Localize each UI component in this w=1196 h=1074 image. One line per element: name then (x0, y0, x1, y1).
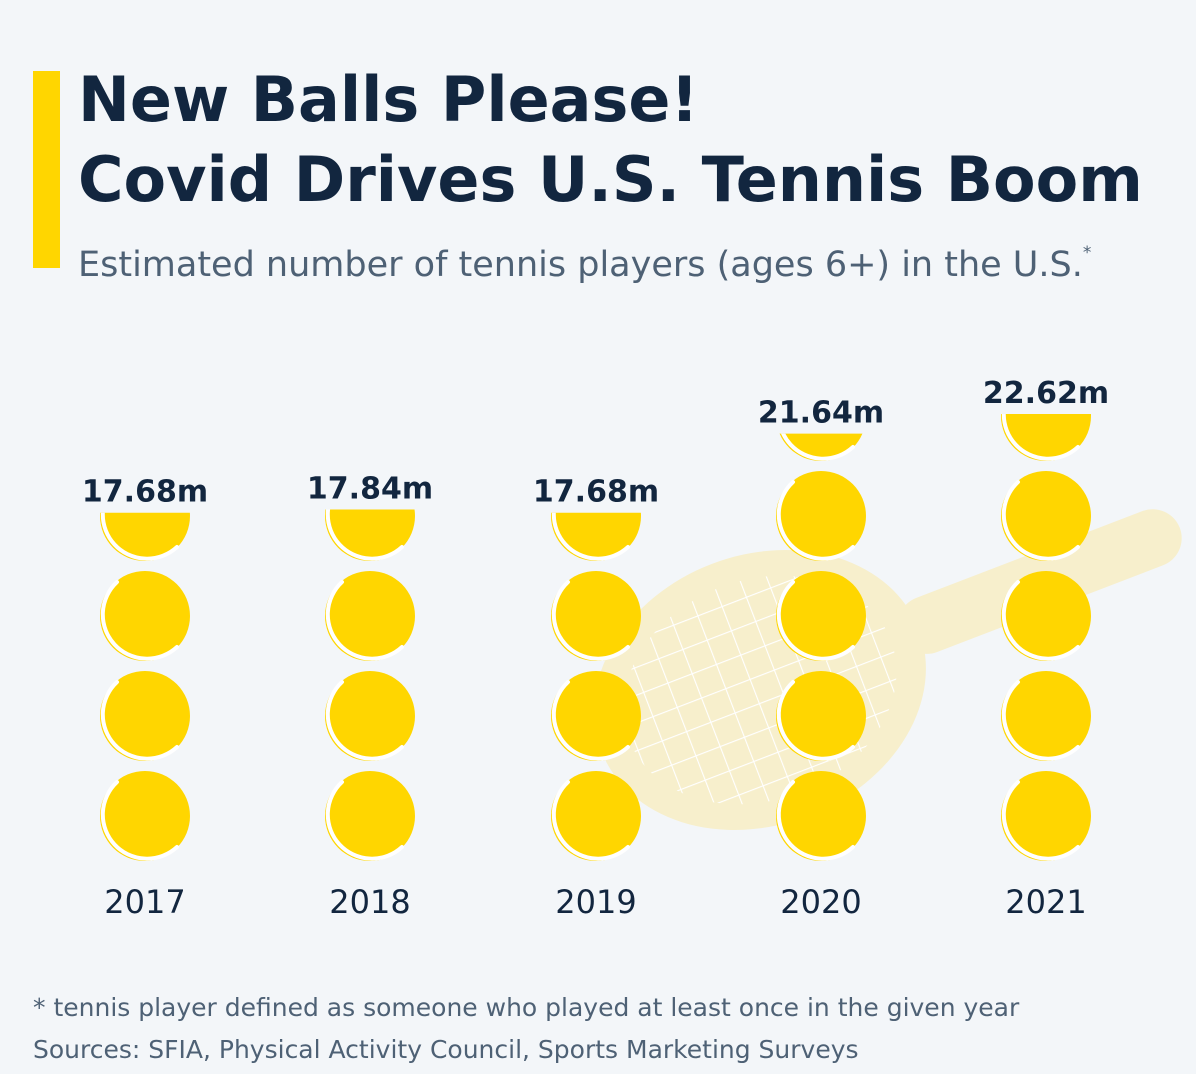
category-label: 2021 (1005, 883, 1086, 921)
tennis-ball-icon (1001, 671, 1091, 761)
tennis-ball-icon (551, 771, 641, 861)
tennis-ball-icon (551, 671, 641, 761)
category-label: 2017 (104, 883, 185, 921)
accent-bar (33, 71, 60, 268)
ball-column (325, 509, 415, 861)
tennis-ball-icon (776, 671, 866, 761)
ball-column (1001, 414, 1091, 861)
value-label: 22.62m (983, 376, 1109, 411)
tennis-ball-icon (100, 512, 190, 561)
tennis-ball-icon (325, 771, 415, 861)
category-label: 2019 (555, 883, 636, 921)
value-label: 17.68m (82, 475, 208, 510)
chart-title: New Balls Please! Covid Drives U.S. Tenn… (78, 60, 1143, 220)
title-line-2: Covid Drives U.S. Tennis Boom (78, 143, 1143, 216)
tennis-ball-icon (1001, 571, 1091, 661)
value-label: 17.84m (307, 472, 433, 507)
tennis-ball-icon (325, 571, 415, 661)
tennis-ball-icon (1001, 471, 1091, 561)
tennis-ball-icon (1001, 771, 1091, 861)
chart-subtitle: Estimated number of tennis players (ages… (78, 228, 1091, 290)
value-label: 17.68m (533, 475, 659, 510)
ball-column (100, 512, 190, 861)
category-label: 2020 (780, 883, 861, 921)
tennis-ball-icon (100, 571, 190, 661)
tennis-ball-icon (776, 771, 866, 861)
tennis-ball-icon (1001, 414, 1091, 461)
tennis-ball-icon (100, 771, 190, 861)
bar-group: 17.68m 2017 17.84m 2018 17.68m 2019 21.64m 2020… (82, 376, 1109, 921)
tennis-ball-icon (776, 571, 866, 661)
tennis-ball-icon (100, 671, 190, 761)
tennis-ball-icon (551, 512, 641, 561)
tennis-ball-icon (776, 471, 866, 561)
tennis-ball-icon (325, 671, 415, 761)
title-line-1: New Balls Please! (78, 63, 699, 136)
tennis-ball-icon (779, 433, 863, 461)
subtitle-footnote-mark: * (1082, 243, 1092, 263)
source-note: Sources: SFIA, Physical Activity Council… (33, 1035, 859, 1064)
subtitle-text: Estimated number of tennis players (ages… (78, 245, 1083, 285)
ball-column (776, 433, 866, 861)
value-label: 21.64m (758, 396, 884, 431)
footnote: * tennis player defined as someone who p… (33, 993, 1020, 1022)
tennis-ball-icon (325, 509, 415, 561)
category-label: 2018 (329, 883, 410, 921)
tennis-ball-icon (551, 571, 641, 661)
ball-column (551, 512, 641, 861)
